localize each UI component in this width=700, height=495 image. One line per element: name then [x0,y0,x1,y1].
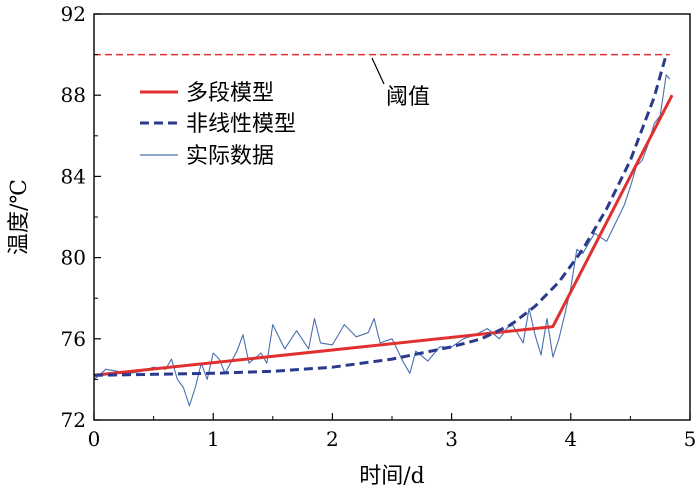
x-tick-label: 5 [684,427,697,451]
legend-label-nonlinear: 非线性模型 [186,112,296,137]
series-line-0 [94,94,674,377]
axis-ticks: 0 1 2 3 4 5 72 76 80 84 88 92 [61,2,697,451]
y-axis-title: 温度/℃ [7,179,32,255]
legend-label-actual: 实际数据 [186,144,274,169]
threshold-leader-line [371,57,385,85]
y-tick-label: 80 [61,246,86,270]
legend: 多段模型 非线性模型 实际数据 [140,81,296,169]
x-tick-label: 1 [207,427,220,451]
y-tick-label: 72 [61,408,86,432]
x-axis-title: 时间/d [359,464,425,489]
x-tick-label: 0 [88,427,101,451]
data-layer [94,53,674,407]
y-tick-label: 92 [61,2,86,26]
x-tick-label: 3 [445,427,458,451]
threshold-label: 阈值 [386,85,430,110]
y-tick-label: 88 [61,83,86,107]
x-tick-label: 2 [326,427,339,451]
series-line-1 [94,54,668,377]
y-tick-label: 84 [61,164,86,188]
x-tick-label: 4 [564,427,577,451]
legend-label-multi-segment: 多段模型 [186,81,274,106]
series-line-2 [94,74,671,407]
y-tick-label: 76 [61,327,86,351]
